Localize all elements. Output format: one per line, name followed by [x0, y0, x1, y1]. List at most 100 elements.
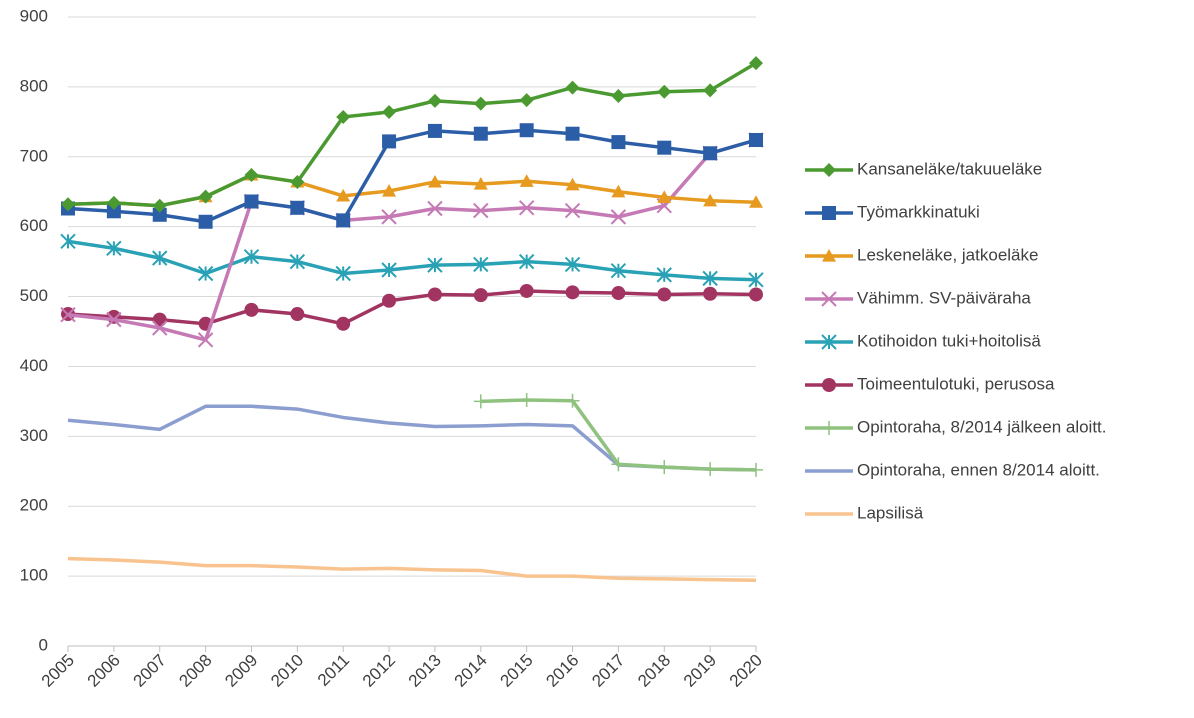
marker [336, 213, 351, 228]
marker [749, 56, 763, 71]
marker [427, 287, 442, 302]
marker [565, 177, 580, 191]
marker [152, 320, 168, 336]
x-tick-label: 2014 [451, 651, 491, 691]
marker [821, 334, 837, 350]
x-tick-label: 2019 [680, 651, 720, 691]
marker [564, 256, 581, 273]
x-tick-label: 2005 [38, 651, 78, 691]
legend-label: Toimeentulotuki, perusosa [857, 374, 1055, 393]
marker [703, 193, 718, 207]
marker [335, 265, 351, 282]
marker [290, 307, 305, 322]
marker [106, 195, 121, 210]
x-tick-label: 2017 [588, 651, 628, 691]
x-tick-label: 2016 [542, 651, 582, 691]
marker [198, 214, 213, 229]
legend-label: Kotihoidon tuki+hoitolisä [857, 331, 1041, 350]
marker [749, 462, 763, 477]
series-line [67, 138, 757, 342]
marker [657, 140, 672, 155]
marker [821, 291, 837, 307]
legend-label: Opintoraha, ennen 8/2014 aloitt. [857, 460, 1100, 479]
legend-label: Leskeneläke, jatkoeläke [857, 245, 1038, 264]
y-tick-label: 900 [20, 6, 48, 25]
marker [564, 202, 581, 219]
marker [382, 184, 397, 197]
marker [336, 188, 351, 202]
marker [611, 184, 626, 198]
y-tick-label: 200 [20, 496, 48, 515]
x-tick-label: 2020 [726, 651, 766, 691]
marker [749, 195, 763, 208]
marker [610, 262, 627, 279]
y-tick-label: 400 [20, 356, 48, 375]
marker [473, 177, 488, 190]
marker [610, 209, 627, 225]
marker [473, 126, 488, 141]
marker [473, 202, 489, 219]
marker [290, 200, 305, 215]
series-line [67, 61, 757, 208]
marker [703, 83, 718, 98]
x-tick-label: 2011 [314, 651, 353, 690]
marker [703, 462, 718, 477]
marker [336, 316, 351, 331]
marker [748, 272, 764, 288]
marker [473, 96, 488, 111]
x-tick-label: 2015 [496, 651, 536, 691]
marker [519, 123, 534, 138]
marker [749, 133, 763, 148]
marker [382, 293, 397, 308]
marker [657, 460, 672, 475]
marker [336, 109, 351, 124]
series-line [67, 128, 757, 224]
marker [703, 286, 718, 301]
marker [244, 302, 259, 317]
marker [519, 174, 534, 187]
marker [656, 267, 672, 283]
legend-label: Työmarkkinatuki [857, 202, 980, 221]
marker [565, 393, 580, 408]
marker [152, 250, 168, 266]
y-tick-label: 500 [20, 286, 48, 305]
marker [657, 84, 672, 99]
x-tick-label: 2013 [405, 651, 445, 691]
marker [152, 198, 167, 213]
y-tick-label: 800 [20, 76, 48, 95]
marker [657, 190, 672, 203]
marker [427, 257, 443, 273]
x-tick-label: 2007 [130, 651, 170, 691]
series-line [67, 239, 757, 282]
legend-label: Vähimm. SV-päiväraha [857, 288, 1031, 307]
series-line [67, 173, 757, 208]
marker [611, 457, 626, 472]
series-line [67, 289, 757, 326]
marker [289, 253, 306, 270]
marker [427, 200, 443, 217]
marker [611, 88, 626, 103]
marker [427, 174, 442, 188]
marker [290, 174, 305, 189]
marker [519, 392, 534, 407]
x-tick-label: 2006 [84, 651, 124, 691]
marker [518, 253, 535, 270]
series-line [67, 556, 757, 583]
marker [611, 135, 626, 150]
marker [244, 194, 259, 209]
marker [61, 197, 75, 212]
marker [518, 200, 535, 216]
marker [822, 378, 836, 392]
marker [382, 105, 397, 120]
marker [427, 93, 442, 108]
marker [382, 134, 397, 149]
legend-label: Kansaneläke/takuueläke [857, 159, 1042, 178]
marker [243, 249, 260, 265]
series-line [67, 404, 757, 472]
marker [473, 288, 488, 303]
marker [197, 332, 214, 348]
marker [749, 287, 763, 302]
marker [822, 163, 836, 177]
marker [473, 256, 489, 273]
marker [822, 206, 836, 220]
